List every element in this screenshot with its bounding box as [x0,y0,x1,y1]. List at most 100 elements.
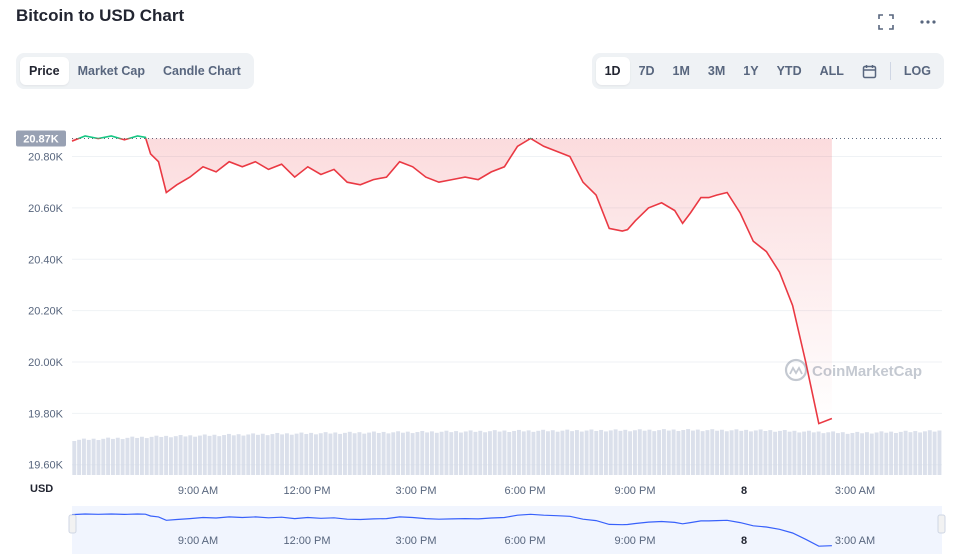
volume-bar [806,430,811,475]
volume-bar [835,433,840,475]
volume-bar [270,434,275,475]
x-tick-label: 3:00 AM [835,485,875,497]
navigator-tick-label: 6:00 PM [505,535,546,547]
tab-candle-chart[interactable]: Candle Chart [162,64,241,78]
volume-bar [874,432,879,475]
volume-bar [589,429,594,475]
volume-bar [864,432,869,475]
volume-bar [550,430,555,475]
calendar-icon[interactable] [853,57,886,85]
range-7d[interactable]: 7D [638,64,655,78]
volume-bar [106,437,111,475]
range-3m[interactable]: 3M [707,64,726,78]
volume-bar [773,431,778,475]
volume-bar [362,433,367,475]
volume-bar [502,430,507,475]
volume-bar [526,430,531,475]
range-all[interactable]: ALL [819,64,844,78]
volume-bar [826,432,831,475]
range-ytd[interactable]: YTD [776,64,802,78]
y-tick-label: 20.60K [28,203,64,215]
volume-bar [357,432,362,475]
volume-bar [715,430,720,475]
range-1m[interactable]: 1M [672,64,690,78]
x-axis-ticks: 9:00 AM 12:00 PM 3:00 PM 6:00 PM 9:00 PM 8 3:0… [178,485,875,497]
volume-bar [255,434,260,475]
volume-bar [516,429,521,475]
volume-bars [72,429,942,475]
volume-bar [719,429,724,475]
log-scale-toggle[interactable]: LOG [903,64,931,78]
y-tick-label: 20.20K [28,306,64,318]
volume-bar [860,433,865,475]
volume-bar [536,430,541,475]
navigator-tick-label: 3:00 AM [835,535,875,547]
range-1d[interactable]: 1D [595,57,630,85]
volume-bar [821,433,826,475]
volume-bar [454,431,459,475]
volume-bar [251,433,256,475]
volume-bar [913,431,918,475]
volume-bar [173,436,178,475]
volume-bar [236,434,241,475]
volume-bar [120,439,125,475]
volume-bar [744,429,749,475]
volume-bar [144,438,149,475]
volume-bar [333,432,338,475]
range-1y[interactable]: 1Y [743,64,759,78]
volume-bar [623,429,628,475]
volume-bar [135,437,140,475]
volume-bar [724,431,729,475]
navigator-line [71,513,832,547]
fullscreen-icon[interactable] [876,12,896,32]
y-tick-label: 20.80K [28,152,64,164]
volume-bar [831,431,836,475]
volume-bar [541,429,546,475]
volume-bar [425,432,430,475]
price-area-below [72,138,832,424]
volume-bar [449,432,454,475]
volume-bar [328,433,333,475]
volume-bar [212,434,217,475]
volume-bar [686,429,691,475]
volume-bar [637,429,642,475]
volume-bar [183,436,188,475]
tab-price[interactable]: Price [20,57,69,85]
current-value-label-bg [16,130,66,147]
volume-bar [434,432,439,475]
volume-bar [768,430,773,475]
volume-bar [458,432,463,475]
volume-bar [710,429,715,475]
volume-bar [376,432,381,475]
tab-market-cap[interactable]: Market Cap [77,64,145,78]
volume-bar [603,431,608,475]
volume-bar [816,431,821,475]
volume-bar [444,430,449,475]
volume-bar [748,431,753,475]
volume-bar [154,435,159,475]
volume-bar [284,433,289,475]
y-tick-label: 20.00K [28,357,64,369]
volume-bar [197,435,202,475]
volume-bar [371,431,376,475]
volume-bar [338,433,343,475]
volume-bar [613,429,618,475]
volume-bar [690,430,695,475]
navigator-handle-left [68,514,77,534]
volume-bar [91,438,96,475]
y-tick-label: 19.80K [28,408,64,420]
y-axis-ticks: 20.80K 20.60K 20.40K 20.20K 20.00K 19.80K 19.6… [28,152,64,472]
volume-bar [483,432,488,475]
navigator-tick-label: 12:00 PM [283,535,330,547]
volume-bar [787,431,792,475]
x-tick-label: 9:00 PM [615,485,656,497]
volume-bar [918,432,923,475]
volume-bar [845,433,850,475]
more-icon[interactable] [918,12,938,32]
volume-bar [352,433,357,475]
volume-bar [850,432,855,475]
volume-bar [130,436,135,475]
volume-bar [661,429,666,475]
volume-bar [468,430,473,475]
